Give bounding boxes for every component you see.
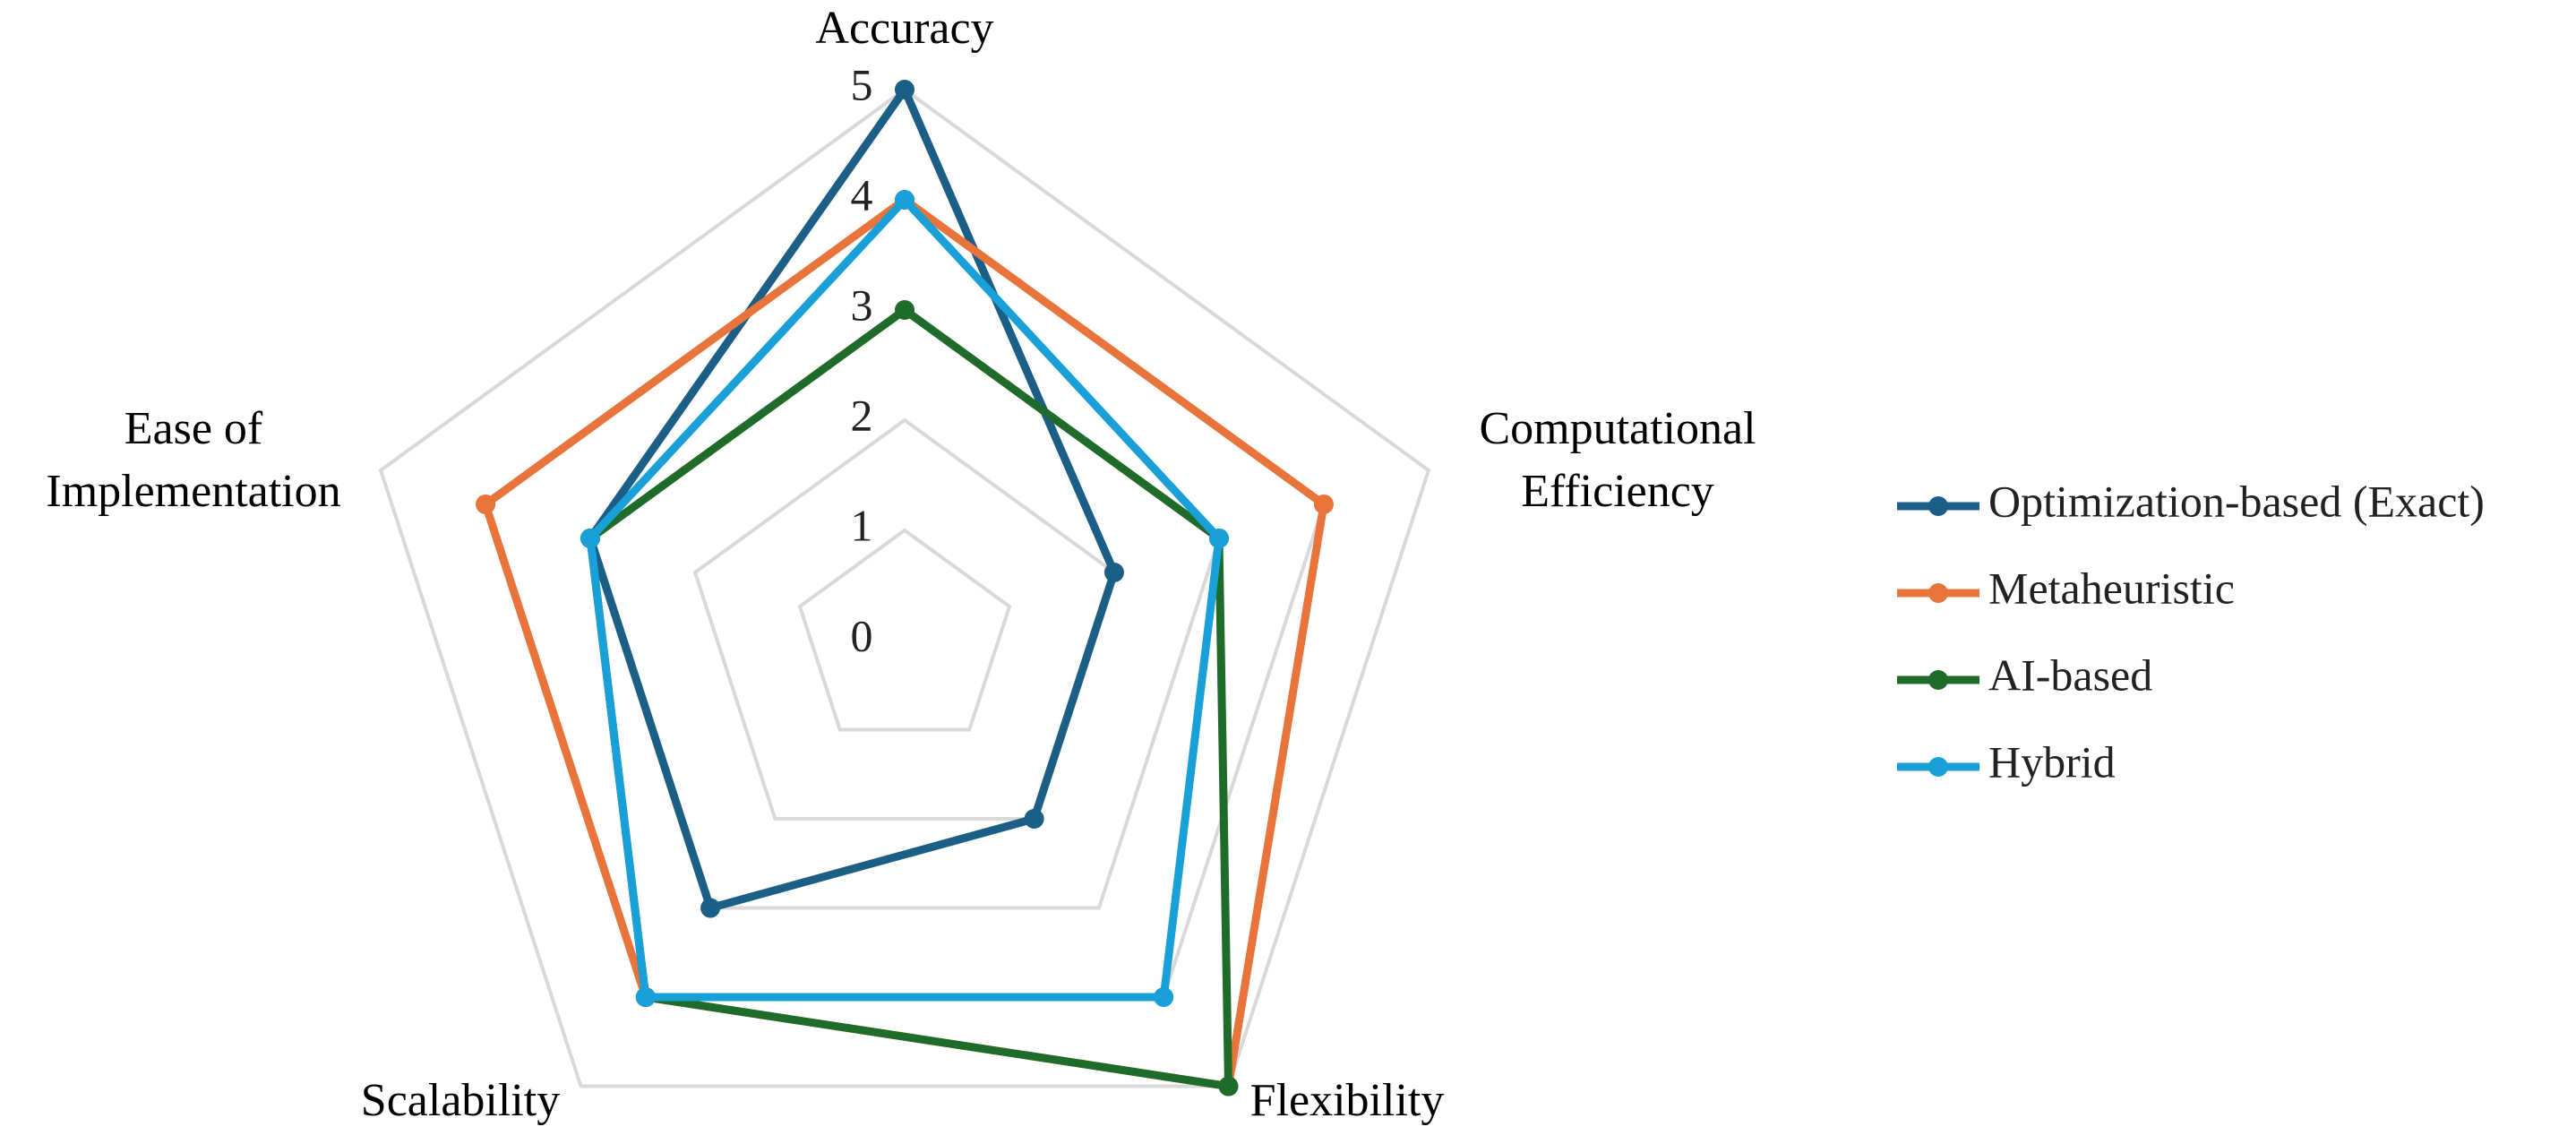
series-line — [586, 85, 1119, 913]
legend-label: Optimization-based (Exact) — [1988, 476, 2485, 526]
data-point — [1154, 987, 1174, 1008]
data-point — [635, 987, 656, 1008]
legend-item: Hybrid — [1897, 736, 2116, 787]
data-point — [1313, 494, 1334, 514]
legend-marker — [1928, 583, 1948, 603]
series-line — [481, 195, 1328, 1091]
data-point — [700, 898, 721, 918]
category-label: Ease of Implementation — [46, 403, 341, 517]
category-label: Flexibility — [1249, 1075, 1445, 1126]
category-label: Computational Efficiency — [1479, 403, 1756, 517]
category-label: Scalability — [360, 1075, 561, 1126]
data-point — [1103, 562, 1124, 582]
data-point — [1208, 528, 1229, 548]
data-point — [895, 300, 914, 320]
grid-ring — [797, 528, 1012, 732]
grid-ring — [378, 87, 1431, 1088]
r-tick-label: 3 — [851, 280, 873, 330]
r-tick-label: 5 — [851, 59, 873, 109]
legend-label: Metaheuristic — [1988, 563, 2235, 613]
data-point — [895, 80, 914, 99]
legend-label: AI-based — [1988, 649, 2152, 700]
series-line — [586, 305, 1232, 1091]
legend-label: Hybrid — [1988, 736, 2116, 787]
grid-ring — [692, 417, 1117, 821]
category-label: Accuracy — [815, 3, 994, 54]
data-point — [1024, 809, 1044, 830]
r-tick-label: 4 — [851, 169, 873, 219]
legend-marker — [1928, 757, 1948, 777]
data-point — [476, 494, 496, 514]
series-line — [586, 195, 1224, 1002]
data-point — [580, 528, 601, 548]
legend-marker — [1928, 496, 1948, 516]
legend-item: Metaheuristic — [1897, 563, 2235, 613]
r-tick-label: 2 — [851, 390, 873, 440]
data-point — [1218, 1076, 1239, 1097]
r-tick-label: 0 — [851, 610, 873, 660]
legend-item: Optimization-based (Exact) — [1897, 476, 2485, 526]
r-tick-label: 1 — [851, 500, 873, 550]
legend-marker — [1928, 670, 1948, 690]
legend-item: AI-based — [1897, 649, 2152, 700]
data-point — [895, 190, 914, 210]
